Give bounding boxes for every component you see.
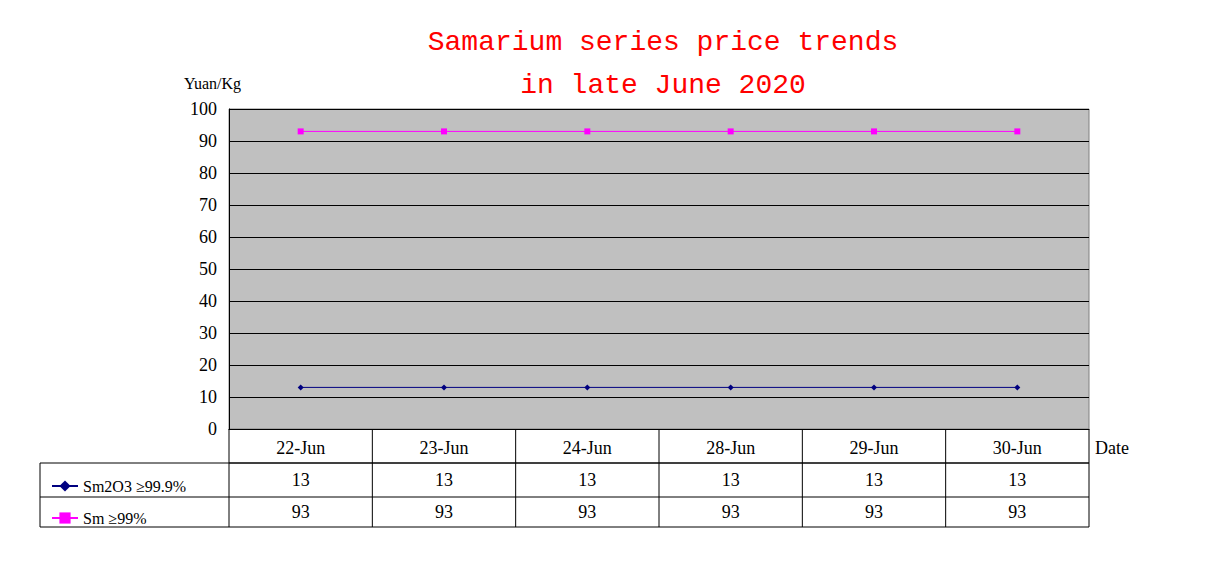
svg-text:50: 50 (199, 259, 217, 279)
svg-text:40: 40 (199, 291, 217, 311)
svg-text:30-Jun: 30-Jun (993, 438, 1042, 458)
svg-text:29-Jun: 29-Jun (850, 438, 899, 458)
svg-text:93: 93 (292, 502, 310, 522)
svg-text:13: 13 (435, 470, 453, 490)
svg-text:13: 13 (578, 470, 596, 490)
svg-text:13: 13 (865, 470, 883, 490)
svg-text:0: 0 (208, 419, 217, 439)
svg-text:93: 93 (435, 502, 453, 522)
svg-text:10: 10 (199, 387, 217, 407)
svg-text:70: 70 (199, 195, 217, 215)
svg-text:Date: Date (1095, 438, 1129, 458)
svg-text:Samarium series price trends: Samarium series price trends (428, 27, 898, 58)
svg-text:13: 13 (722, 470, 740, 490)
svg-text:24-Jun: 24-Jun (563, 438, 612, 458)
svg-text:20: 20 (199, 355, 217, 375)
svg-text:in late June 2020: in late June 2020 (520, 70, 806, 101)
svg-text:93: 93 (1008, 502, 1026, 522)
svg-text:60: 60 (199, 227, 217, 247)
svg-text:93: 93 (722, 502, 740, 522)
svg-text:90: 90 (199, 131, 217, 151)
svg-text:28-Jun: 28-Jun (706, 438, 755, 458)
svg-text:93: 93 (578, 502, 596, 522)
svg-text:Sm2O3 ≥99.9%: Sm2O3 ≥99.9% (83, 478, 186, 495)
svg-text:80: 80 (199, 163, 217, 183)
svg-text:23-Jun: 23-Jun (420, 438, 469, 458)
svg-text:13: 13 (292, 470, 310, 490)
svg-text:Sm ≥99%: Sm ≥99% (83, 510, 146, 527)
svg-text:Yuan/Kg: Yuan/Kg (184, 75, 241, 93)
svg-text:13: 13 (1008, 470, 1026, 490)
svg-text:93: 93 (865, 502, 883, 522)
svg-text:22-Jun: 22-Jun (276, 438, 325, 458)
svg-text:100: 100 (190, 99, 217, 119)
svg-text:30: 30 (199, 323, 217, 343)
